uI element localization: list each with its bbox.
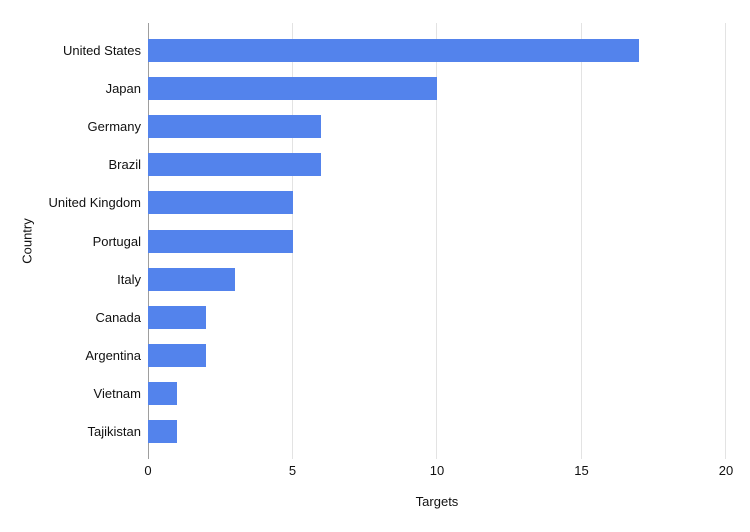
category-label: Japan (105, 80, 141, 96)
bar-row: Germany (0, 107, 750, 145)
bar-rows: United States Japan Germany Brazil United Ki… (0, 23, 750, 459)
bar-track (148, 382, 726, 406)
bar-track (148, 229, 726, 253)
bar (148, 191, 293, 215)
gridline (436, 23, 437, 459)
bar-track (148, 420, 726, 444)
category-label: United States (62, 42, 141, 58)
bar-row: Tajikistan (0, 413, 750, 451)
category-label: United Kingdom (48, 195, 142, 211)
bar-track (148, 76, 726, 100)
x-tick-label: 5 (288, 463, 297, 478)
x-tick-label: 15 (574, 463, 589, 478)
category-label: Canada (95, 309, 141, 325)
bar (148, 76, 437, 100)
bar (148, 420, 177, 444)
bar (148, 114, 322, 138)
bar-row: Brazil (0, 146, 750, 184)
bar (148, 305, 206, 329)
gridline (580, 23, 582, 459)
category-label: Portugal (92, 233, 141, 249)
bar (148, 267, 235, 291)
category-label: Brazil (108, 157, 141, 173)
bar-track (148, 153, 726, 177)
bar (148, 153, 322, 177)
bar-track (148, 344, 726, 368)
bar-track (148, 305, 726, 329)
category-label: Vietnam (93, 386, 141, 402)
x-tick-label: 0 (144, 463, 152, 478)
category-label: Germany (87, 118, 141, 134)
bar-row: Vietnam (0, 375, 750, 413)
x-axis-title: Targets (415, 494, 459, 509)
category-label: Argentina (85, 348, 141, 364)
bar (148, 229, 293, 253)
bar-track (148, 267, 726, 291)
bar-row: United States (0, 31, 750, 69)
bar-track (148, 114, 726, 138)
bar-row: Canada (0, 298, 750, 336)
gridline (725, 23, 726, 459)
bar-row: Italy (0, 260, 750, 298)
x-tick-label: 10 (429, 463, 445, 478)
bar-track (148, 38, 726, 62)
category-label: Italy (117, 271, 141, 287)
category-label: Tajikistan (87, 424, 141, 440)
bar-row: Argentina (0, 337, 750, 375)
x-tick-label: 20 (718, 463, 734, 478)
bar (148, 344, 206, 368)
bar-row: United Kingdom (0, 184, 750, 222)
bar (148, 38, 640, 62)
bar-track (148, 191, 726, 215)
bar-row: Japan (0, 69, 750, 107)
bar (148, 382, 177, 406)
bar-row: Portugal (0, 222, 750, 260)
